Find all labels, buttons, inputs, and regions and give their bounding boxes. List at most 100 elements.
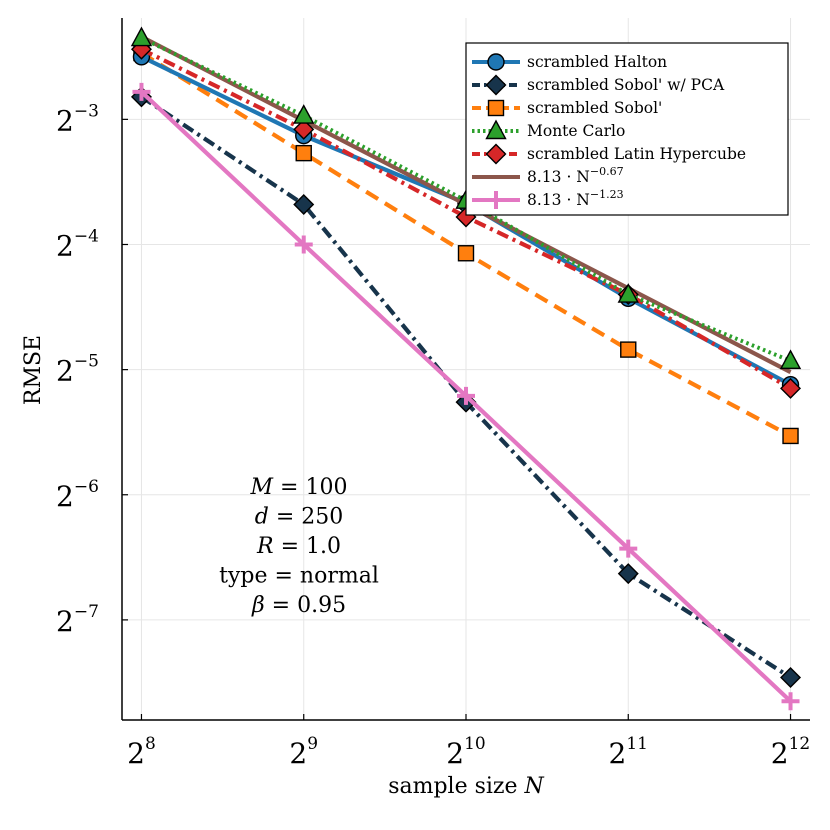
y-tick-exp-4: −7 bbox=[74, 602, 99, 622]
series-4-point-1 bbox=[293, 118, 315, 140]
legend-label-main-3: Monte Carlo bbox=[527, 122, 625, 140]
legend-label-main-4: scrambled Latin Hypercube bbox=[527, 145, 746, 163]
annotation-line-4: β = 0.95 bbox=[251, 593, 346, 618]
series-1-point-3 bbox=[617, 563, 639, 585]
x-tick-base-4: 2 bbox=[771, 737, 789, 770]
annotation-line-2: R = 1.0 bbox=[256, 534, 341, 559]
legend-label-0: scrambled Halton bbox=[527, 53, 667, 71]
legend-label-main-1: scrambled Sobol' w/ PCA bbox=[527, 76, 725, 94]
legend-entry-3: Monte Carlo bbox=[472, 119, 625, 140]
series-1-point-1 bbox=[293, 193, 315, 215]
legend-label-1: scrambled Sobol' w/ PCA bbox=[527, 76, 725, 94]
legend-marker-0 bbox=[487, 53, 505, 71]
y-tick-exp-3: −6 bbox=[74, 477, 99, 497]
legend-label-main-2: scrambled Sobol' bbox=[527, 99, 662, 117]
annotation-eq-2: = 1.0 bbox=[274, 534, 341, 559]
legend-entry-6: 8.13 · N−1.23 bbox=[472, 188, 624, 209]
x-tick-exp-4: 12 bbox=[789, 734, 811, 754]
annotation-eq-1: = 250 bbox=[269, 505, 343, 530]
annotation-eq-4: = 0.95 bbox=[265, 593, 346, 618]
y-tick-label-1: 2−4 bbox=[56, 226, 99, 262]
legend-label-sup-5: −0.67 bbox=[590, 165, 624, 178]
y-tick-base-3: 2 bbox=[56, 480, 74, 513]
y-tick-exp-1: −4 bbox=[74, 226, 99, 246]
legend-label-6: 8.13 · N−1.23 bbox=[527, 188, 624, 209]
legend-label-4: scrambled Latin Hypercube bbox=[527, 145, 746, 163]
legend-marker-3 bbox=[485, 119, 507, 140]
annotation-var-0: M bbox=[250, 475, 274, 500]
series-2-point-2 bbox=[457, 245, 475, 262]
series-6-point-2 bbox=[457, 386, 475, 405]
legend-label-main-0: scrambled Halton bbox=[527, 53, 667, 71]
y-tick-exp-0: −3 bbox=[74, 101, 99, 121]
x-tick-label-3: 211 bbox=[609, 734, 648, 770]
x-axis-label: sample size N bbox=[388, 774, 544, 799]
legend-label-main-6: 8.13 · N bbox=[527, 191, 590, 209]
x-tick-base-0: 2 bbox=[127, 737, 145, 770]
annotation-var-4: β bbox=[251, 593, 265, 618]
legend-marker-1 bbox=[485, 74, 507, 96]
series-2-point-3 bbox=[620, 341, 637, 358]
legend-label-sup-6: −1.23 bbox=[590, 188, 624, 201]
annotation-line-3: type = normal bbox=[219, 564, 379, 589]
legend-label-3: Monte Carlo bbox=[527, 122, 625, 140]
x-tick-label-1: 29 bbox=[289, 734, 318, 770]
annotation-var-1: d bbox=[255, 505, 269, 530]
series-6 bbox=[132, 82, 800, 711]
x-tick-exp-1: 9 bbox=[307, 734, 318, 754]
series-6-point-0 bbox=[132, 82, 151, 101]
x-tick-label-0: 28 bbox=[127, 734, 156, 770]
y-axis-label: RMSE bbox=[21, 335, 46, 405]
legend-label-2: scrambled Sobol' bbox=[527, 99, 662, 117]
legend-frame bbox=[465, 42, 789, 216]
y-tick-base-0: 2 bbox=[56, 104, 74, 137]
series-3-point-1 bbox=[293, 104, 315, 124]
x-tick-exp-3: 11 bbox=[626, 734, 648, 754]
legend-entry-5: 8.13 · N−0.67 bbox=[472, 165, 624, 186]
y-tick-label-0: 2−3 bbox=[56, 101, 99, 137]
x-tick-base-1: 2 bbox=[289, 737, 307, 770]
series-line-4 bbox=[140, 47, 792, 391]
legend-label-main-5: 8.13 · N bbox=[527, 168, 590, 186]
y-tick-label-4: 2−7 bbox=[56, 602, 99, 638]
series-6-point-4 bbox=[781, 692, 800, 711]
legend-entry-2: scrambled Sobol' bbox=[472, 99, 662, 117]
y-tick-label-2: 2−5 bbox=[56, 352, 99, 388]
legend-marker-6 bbox=[487, 191, 505, 209]
y-tick-base-1: 2 bbox=[56, 229, 74, 262]
legend-marker-4 bbox=[485, 143, 507, 165]
y-tick-base-4: 2 bbox=[56, 605, 74, 638]
x-tick-base-3: 2 bbox=[609, 737, 627, 770]
annotation-line-1: d = 250 bbox=[255, 505, 344, 530]
legend: scrambled Halton scrambled Sobol' w/ PCA s… bbox=[465, 42, 789, 216]
y-tick-label-3: 2−6 bbox=[56, 477, 99, 513]
series-6-point-1 bbox=[294, 235, 313, 254]
y-tick-exp-2: −5 bbox=[74, 352, 99, 372]
series-3-point-3 bbox=[617, 283, 639, 303]
legend-entry-0: scrambled Halton bbox=[472, 53, 667, 71]
x-tick-label-2: 210 bbox=[446, 734, 485, 770]
series-6-point-3 bbox=[619, 539, 638, 558]
annotation-var-2: R bbox=[256, 534, 274, 559]
legend-entry-4: scrambled Latin Hypercube bbox=[472, 143, 746, 165]
x-tick-label-4: 212 bbox=[771, 734, 810, 770]
series-2-point-1 bbox=[295, 144, 312, 162]
x-tick-base-2: 2 bbox=[446, 737, 464, 770]
y-tick-base-2: 2 bbox=[56, 355, 74, 388]
legend-marker-2 bbox=[487, 99, 505, 117]
annotation-eq-3: type = normal bbox=[219, 564, 379, 589]
series-3-point-0 bbox=[130, 26, 153, 47]
series-2-point-4 bbox=[782, 427, 799, 445]
annotation-line-0: M = 100 bbox=[250, 475, 348, 500]
x-axis-label-main: sample size bbox=[388, 774, 524, 799]
legend-entry-1: scrambled Sobol' w/ PCA bbox=[472, 74, 725, 96]
series-1-point-4 bbox=[780, 666, 802, 688]
annotation-eq-0: = 100 bbox=[273, 475, 347, 500]
legend-label-5: 8.13 · N−0.67 bbox=[527, 165, 624, 186]
x-tick-exp-0: 8 bbox=[145, 734, 156, 754]
x-axis-label-var: N bbox=[524, 774, 545, 799]
series-4-point-4 bbox=[780, 377, 802, 399]
